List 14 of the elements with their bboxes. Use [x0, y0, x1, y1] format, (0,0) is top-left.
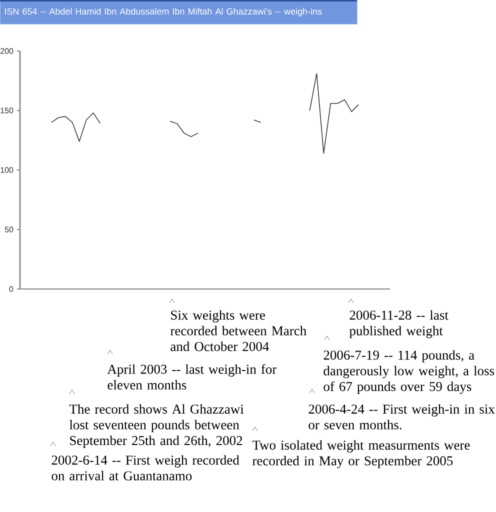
text: 2002-6-14 -- First weigh recorded on arrival at Guantanamo — [52, 455, 240, 480]
chart-title: ISN 654 -- Abdel Hamid Ibn Abdussalem Ibn Miftah Al Ghazzawi's -- weigh-ins — [5, 8, 322, 16]
y-tick-label: 100 — [0, 167, 14, 173]
text: Six weights were recorded between March and October 2004 — [170, 310, 306, 352]
y-tick-label: 50 — [4, 226, 14, 232]
text: April 2003 -- last weigh-in for eleven months — [107, 364, 277, 390]
text: 2006-7-19 -- 114 pounds, a dangerously low weight, a loss of 67 pounds over 59 days — [324, 350, 494, 394]
text: The record shows Al Ghazzawi lost seventeen pounds between September 25th and 26th, 2002 — [69, 404, 244, 448]
text: Two isolated weight measurments were recorded in May or September 2005 — [252, 440, 470, 468]
y-tick-label: 0 — [9, 286, 14, 292]
y-tick-label: 200 — [0, 48, 14, 54]
text: 2006-4-24 -- First weigh-in in six or seven months. — [308, 404, 495, 430]
y-tick-label: 150 — [0, 108, 14, 114]
text: 2006-11-28 -- last published weight — [349, 310, 448, 338]
